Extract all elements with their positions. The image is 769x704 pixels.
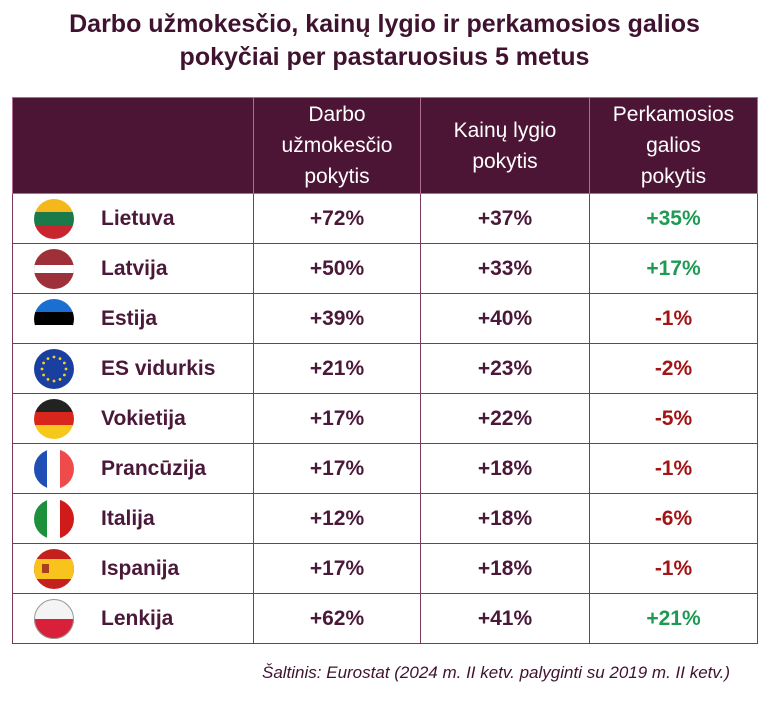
country-cell: Vokietija: [12, 393, 254, 444]
country-name: Estija: [101, 306, 158, 330]
country-name: Ispanija: [101, 556, 180, 580]
wage-change-cell: +17%: [253, 393, 421, 444]
purchasing-power-change-cell: -5%: [589, 393, 758, 444]
header-line: pokytis: [640, 165, 707, 188]
lithuania-flag-icon: [34, 198, 74, 239]
title-line-2: pokyčiai per pastaruosius 5 metus: [179, 43, 590, 71]
page-title: Darbo užmokesčio, kainų lygio ir perkamo…: [0, 8, 769, 74]
header-purchasing-power-change: Perkamosios galios pokytis: [589, 97, 758, 194]
header-line: pokytis: [472, 149, 538, 173]
source-note: Šaltinis: Eurostat (2024 m. II ketv. pal…: [261, 663, 730, 682]
price-change-cell: +22%: [420, 393, 590, 444]
country-cell: Latvija: [12, 243, 254, 294]
country-cell: ES vidurkis: [12, 343, 254, 394]
france-flag-icon: [34, 448, 74, 489]
price-change-cell: +37%: [420, 193, 590, 244]
price-change-cell: +40%: [420, 293, 590, 344]
eu-flag-icon: [34, 348, 74, 389]
eu-star-icon: [58, 356, 62, 360]
country-cell: Estija: [12, 293, 254, 344]
country-name: Latvija: [101, 256, 168, 280]
table-row: ES vidurkis +21% +23% -2%: [12, 343, 758, 394]
purchasing-power-change-cell: -6%: [589, 493, 758, 544]
eu-star-icon: [42, 373, 46, 376]
country-name: ES vidurkis: [101, 356, 216, 380]
header-country: [12, 97, 254, 194]
eu-star-icon: [42, 361, 46, 364]
header-line: Darbo: [308, 103, 366, 126]
estonia-flag-icon: [34, 298, 74, 339]
wage-change-cell: +72%: [253, 193, 421, 244]
eu-star-icon: [46, 356, 50, 360]
country-name: Prancūzija: [101, 456, 207, 480]
poland-flag-icon: [34, 598, 74, 639]
germany-flag-icon: [34, 398, 74, 439]
price-change-cell: +18%: [420, 443, 590, 494]
price-change-cell: +23%: [420, 343, 590, 394]
wage-change-cell: +17%: [253, 543, 421, 594]
header-line: pokytis: [304, 165, 370, 188]
country-cell: Lenkija: [12, 593, 254, 644]
purchasing-power-change-cell: -1%: [589, 543, 758, 594]
header-line: Kainų lygio: [453, 118, 557, 142]
eu-star-icon: [62, 361, 66, 364]
latvia-flag-icon: [34, 248, 74, 289]
table-row: Italija +12% +18% -6%: [12, 493, 758, 544]
purchasing-power-change-cell: -2%: [589, 343, 758, 394]
eu-star-icon: [52, 379, 56, 382]
eu-star-icon: [64, 367, 68, 370]
country-name: Lenkija: [101, 606, 174, 630]
country-name: Lietuva: [101, 206, 175, 230]
wage-change-cell: +62%: [253, 593, 421, 644]
table-row: Lietuva +72% +37% +35%: [12, 193, 758, 244]
title-line-1: Darbo užmokesčio, kainų lygio ir perkamo…: [69, 10, 700, 38]
purchasing-power-change-cell: +17%: [589, 243, 758, 294]
table-row: Latvija +50% +33% +17%: [12, 243, 758, 294]
purchasing-power-change-cell: +21%: [589, 593, 758, 644]
purchasing-power-change-cell: -1%: [589, 443, 758, 494]
wage-change-cell: +39%: [253, 293, 421, 344]
header-line: užmokesčio: [281, 134, 393, 157]
price-change-cell: +18%: [420, 493, 590, 544]
table-row: Lenkija +62% +41% +21%: [12, 593, 758, 644]
header-price-change: Kainų lygio pokytis: [420, 97, 590, 194]
wage-change-cell: +50%: [253, 243, 421, 294]
header-line: galios: [646, 134, 701, 157]
eu-star-icon: [40, 367, 44, 370]
table-row: Prancūzija +17% +18% -1%: [12, 443, 758, 494]
price-change-cell: +41%: [420, 593, 590, 644]
price-change-cell: +18%: [420, 543, 590, 594]
header-row: Darbo užmokesčio pokytis Kainų lygio pok…: [12, 97, 758, 194]
eu-star-icon: [46, 377, 50, 381]
country-name: Italija: [101, 506, 155, 530]
wage-change-cell: +12%: [253, 493, 421, 544]
table-row: Estija +39% +40% -1%: [12, 293, 758, 344]
country-cell: Lietuva: [12, 193, 254, 244]
eu-star-icon: [62, 373, 66, 376]
header-wage-change: Darbo užmokesčio pokytis: [253, 97, 421, 194]
country-cell: Ispanija: [12, 543, 254, 594]
header-line: Perkamosios: [612, 103, 735, 126]
purchasing-power-change-cell: -1%: [589, 293, 758, 344]
country-cell: Prancūzija: [12, 443, 254, 494]
table-row: Ispanija +17% +18% -1%: [12, 543, 758, 594]
comparison-table: Darbo užmokesčio pokytis Kainų lygio pok…: [12, 97, 758, 644]
country-cell: Italija: [12, 493, 254, 544]
country-name: Vokietija: [101, 406, 186, 430]
table-row: Vokietija +17% +22% -5%: [12, 393, 758, 444]
italy-flag-icon: [34, 498, 74, 539]
purchasing-power-change-cell: +35%: [589, 193, 758, 244]
wage-change-cell: +17%: [253, 443, 421, 494]
eu-star-icon: [52, 355, 56, 358]
eu-star-icon: [58, 377, 62, 381]
spain-flag-icon: [34, 548, 74, 589]
wage-change-cell: +21%: [253, 343, 421, 394]
price-change-cell: +33%: [420, 243, 590, 294]
